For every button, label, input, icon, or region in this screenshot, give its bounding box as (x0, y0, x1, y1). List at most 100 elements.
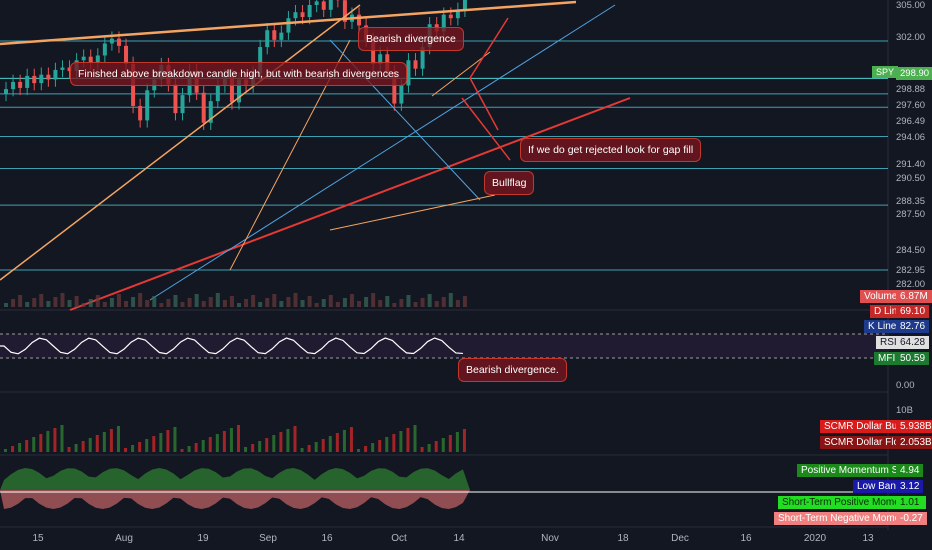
fan-line (149, 4, 616, 301)
volume-bar (222, 300, 227, 307)
candle-body (392, 72, 397, 104)
volume-bar (364, 297, 369, 307)
volume-bar (434, 301, 439, 307)
volume-bar (152, 296, 157, 307)
dollar-flow-bar (265, 438, 269, 452)
volume-bar (60, 293, 65, 307)
volume-bar (455, 300, 460, 307)
date-tick: 19 (197, 533, 209, 544)
candle-body (60, 67, 65, 70)
candle-body (328, 0, 333, 10)
dollar-flow-bar (159, 433, 163, 452)
price-tick: 282.00 (896, 279, 926, 290)
dollar-flow-bar (441, 438, 445, 452)
volume-bar (46, 301, 51, 307)
candle-body (314, 1, 319, 5)
dollar-flow-bar (116, 426, 120, 452)
candle-body (229, 75, 234, 103)
price-tick: 297.60 (896, 100, 926, 111)
dollar-flow-bar (67, 447, 71, 452)
lower-tick: 10B (896, 405, 913, 416)
price-tick: 287.50 (896, 209, 926, 220)
volume-bar (300, 300, 305, 307)
volume-bar (131, 297, 136, 307)
projection-arrow-down (469, 77, 499, 131)
support-trendline (69, 97, 631, 311)
volume-value: 6.87M (896, 290, 932, 303)
dollar-flow-bar (32, 437, 36, 452)
candle-body (138, 105, 143, 121)
price-tick: 298.88 (896, 84, 926, 95)
dollar-flow-bar (406, 428, 410, 452)
bullflag-line (329, 194, 496, 231)
date-tick: 16 (321, 533, 333, 544)
volume-bar (173, 295, 178, 307)
candle-body (371, 39, 376, 64)
candle-body (11, 81, 16, 90)
price-tick: 302.00 (896, 32, 926, 43)
candle-body (413, 60, 418, 69)
dollar-flow-label: SCMR Dollar Flow™ (820, 436, 921, 449)
dollar-flow-bar (173, 427, 177, 452)
volume-bar (180, 302, 185, 307)
annotation-bearish-divergence[interactable]: Bearish divergence (358, 27, 464, 51)
dollar-flow-bar (427, 444, 431, 452)
rsi-value: 64.28 (896, 336, 930, 349)
candle-body (272, 30, 277, 40)
st-neg-momentum-value: -0.27 (896, 512, 927, 525)
dollar-flow-bar (300, 448, 304, 452)
k-line-label: K Line (864, 320, 901, 333)
dollar-flow-bar (95, 435, 99, 452)
candle-body (180, 95, 185, 114)
candle-body (88, 56, 93, 63)
lower-tick: 0.00 (896, 380, 915, 391)
volume-bar (462, 296, 467, 307)
volume-bar (413, 302, 418, 307)
price-tick: 294.06 (896, 132, 926, 143)
volume-bar (286, 297, 291, 307)
candle-body (237, 79, 241, 103)
volume-bar (145, 300, 150, 307)
annotation-finished-above[interactable]: Finished above breakdown candle high, bu… (70, 62, 408, 86)
low-band-label: Low Band (853, 480, 906, 493)
volume-bar (244, 299, 249, 307)
candle-body (293, 12, 298, 19)
volume-bar (279, 301, 284, 307)
candle-body (279, 32, 284, 40)
candle-body (201, 92, 206, 123)
candle-body (18, 81, 23, 88)
volume-bar (237, 303, 241, 307)
volume-bar (67, 300, 72, 307)
volume-bar (187, 298, 192, 307)
candle-body (342, 0, 347, 22)
price-tick: 288.35 (896, 196, 926, 207)
volume-bar (81, 303, 86, 307)
dollar-flow-bar (222, 431, 226, 452)
annotation-gap-fill[interactable]: If we do get rejected look for gap fill (520, 138, 702, 162)
projection-arrow-down (461, 97, 511, 161)
pos-momentum-value: 4.94 (896, 464, 924, 477)
price-tick: 296.49 (896, 116, 926, 127)
dollar-flow-bar (378, 440, 382, 452)
dollar-flow-bar (53, 428, 57, 452)
dollar-flow-value: 2.053B (896, 436, 932, 449)
annotation-bullflag[interactable]: Bullflag (484, 171, 535, 195)
candle-body (441, 14, 446, 32)
dollar-flow-bar (25, 440, 29, 452)
volume-bar (307, 296, 312, 307)
candle-body (455, 9, 460, 19)
negative-momentum-area (0, 490, 470, 509)
low-band-value: 3.12 (896, 480, 924, 493)
dollar-flow-bar (321, 439, 325, 452)
candle-body (357, 14, 362, 26)
date-tick: Sep (259, 533, 277, 544)
volume-bar (159, 303, 164, 307)
date-tick: Aug (115, 533, 133, 544)
volume-bar (441, 297, 446, 307)
candle-body (399, 85, 404, 104)
volume-bar (392, 303, 397, 307)
candle-body (321, 1, 326, 10)
dollar-flow-bar (138, 442, 142, 452)
annotation-rsi-divergence[interactable]: Bearish divergence. (458, 358, 567, 382)
